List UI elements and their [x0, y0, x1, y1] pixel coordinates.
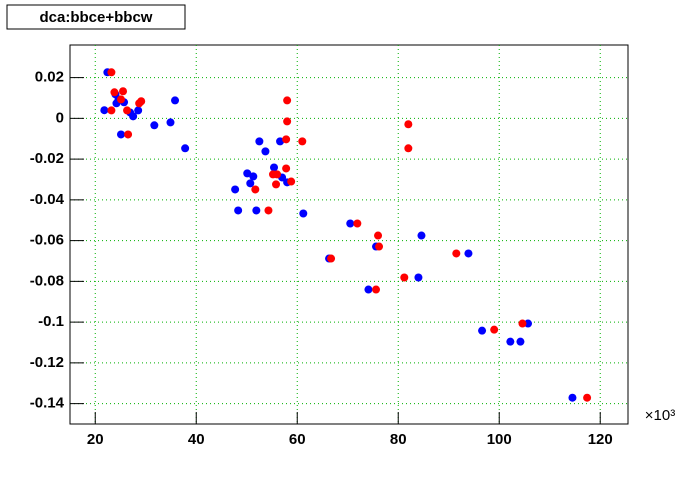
point	[234, 206, 243, 215]
point	[568, 393, 577, 402]
point	[283, 117, 292, 126]
y-tick-label: -0.06	[30, 232, 64, 249]
point	[117, 130, 126, 139]
point	[166, 118, 175, 127]
x-tick-label: 80	[390, 431, 407, 448]
point	[119, 87, 128, 96]
x-tick-label: 40	[188, 431, 205, 448]
point	[123, 106, 132, 115]
point	[231, 185, 240, 194]
point	[298, 137, 307, 146]
y-tick-label: -0.08	[30, 272, 64, 289]
point	[283, 96, 292, 105]
point	[251, 185, 260, 194]
x-tick-label: 100	[487, 431, 512, 448]
y-tick-label: 0	[56, 109, 64, 126]
point	[299, 209, 308, 218]
point	[181, 144, 190, 153]
y-tick-label: 0.02	[35, 69, 64, 86]
x-tick-label: 20	[87, 431, 104, 448]
point	[506, 337, 515, 346]
point	[516, 337, 525, 346]
point	[249, 172, 258, 181]
point	[364, 285, 373, 294]
x-tick-label: 120	[588, 431, 613, 448]
point	[246, 179, 255, 188]
point	[478, 326, 487, 335]
point	[404, 144, 413, 153]
point	[110, 88, 119, 97]
point	[404, 120, 413, 129]
y-tick-label: -0.14	[30, 395, 65, 412]
point	[107, 68, 116, 77]
x-multiplier: ×10³	[645, 407, 675, 424]
point	[243, 169, 252, 178]
point	[264, 206, 273, 215]
point	[353, 219, 362, 228]
point	[272, 180, 281, 189]
point	[124, 130, 133, 139]
point	[137, 97, 146, 106]
point	[129, 112, 138, 121]
point	[276, 137, 285, 146]
y-tick-label: -0.02	[30, 150, 64, 167]
y-tick-label: -0.1	[38, 313, 64, 330]
title-box	[6, 4, 186, 30]
plot-frame	[69, 44, 629, 425]
point	[252, 206, 261, 215]
point	[400, 273, 409, 282]
point	[414, 273, 423, 282]
point	[282, 135, 291, 144]
point	[327, 254, 336, 263]
point	[417, 231, 426, 240]
point	[583, 393, 592, 402]
point	[150, 121, 159, 130]
y-tick-label: -0.12	[30, 354, 64, 371]
point	[171, 96, 180, 105]
point	[261, 147, 270, 156]
point	[282, 164, 291, 173]
point	[270, 163, 279, 172]
point	[117, 95, 126, 104]
point	[524, 319, 533, 328]
point	[107, 106, 116, 115]
point	[452, 249, 461, 258]
point	[134, 106, 143, 115]
point	[518, 319, 527, 328]
x-tick-label: 60	[289, 431, 306, 448]
point	[372, 285, 381, 294]
point	[374, 231, 383, 240]
point	[100, 106, 109, 115]
point	[273, 170, 282, 179]
y-tick-label: -0.04	[30, 191, 65, 208]
chart-title: dca:bbce+bbcw	[40, 9, 153, 26]
point	[287, 177, 296, 186]
point	[346, 219, 355, 228]
point	[464, 249, 473, 258]
point	[255, 137, 264, 146]
point	[375, 242, 384, 251]
point	[490, 325, 499, 334]
